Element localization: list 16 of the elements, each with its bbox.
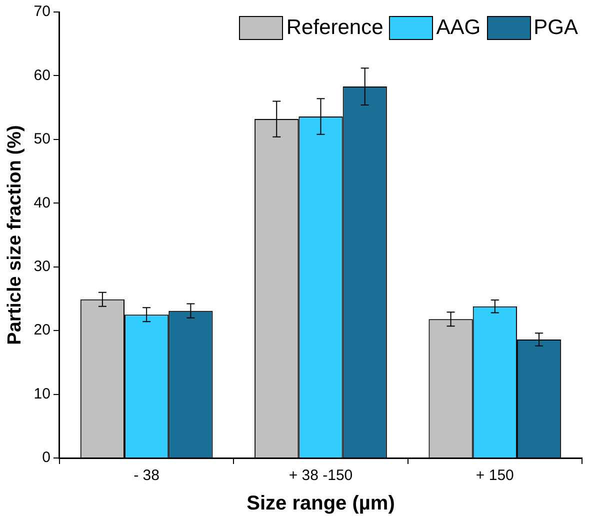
x-tick-label: + 150 <box>476 467 514 484</box>
x-axis-title: Size range (µm) <box>246 492 395 515</box>
legend-label: PGA <box>534 16 578 40</box>
x-tick-label: + 38 -150 <box>288 467 353 484</box>
y-tick-label: 30 <box>34 258 50 275</box>
y-tick-label: 10 <box>34 385 50 402</box>
legend-label: Reference <box>286 16 384 40</box>
y-tick-label: 40 <box>34 194 50 212</box>
y-axis-title: Particle size fraction (%) <box>4 125 26 345</box>
y-tick-label: 50 <box>34 130 50 148</box>
y-tick-label: 20 <box>34 322 50 339</box>
x-tick-label: - 38 <box>134 467 160 484</box>
y-tick-label: 70 <box>34 3 50 20</box>
legend-label: AAG <box>436 16 481 40</box>
y-tick-label: 0 <box>42 449 50 466</box>
y-tick-label: 60 <box>34 66 50 84</box>
